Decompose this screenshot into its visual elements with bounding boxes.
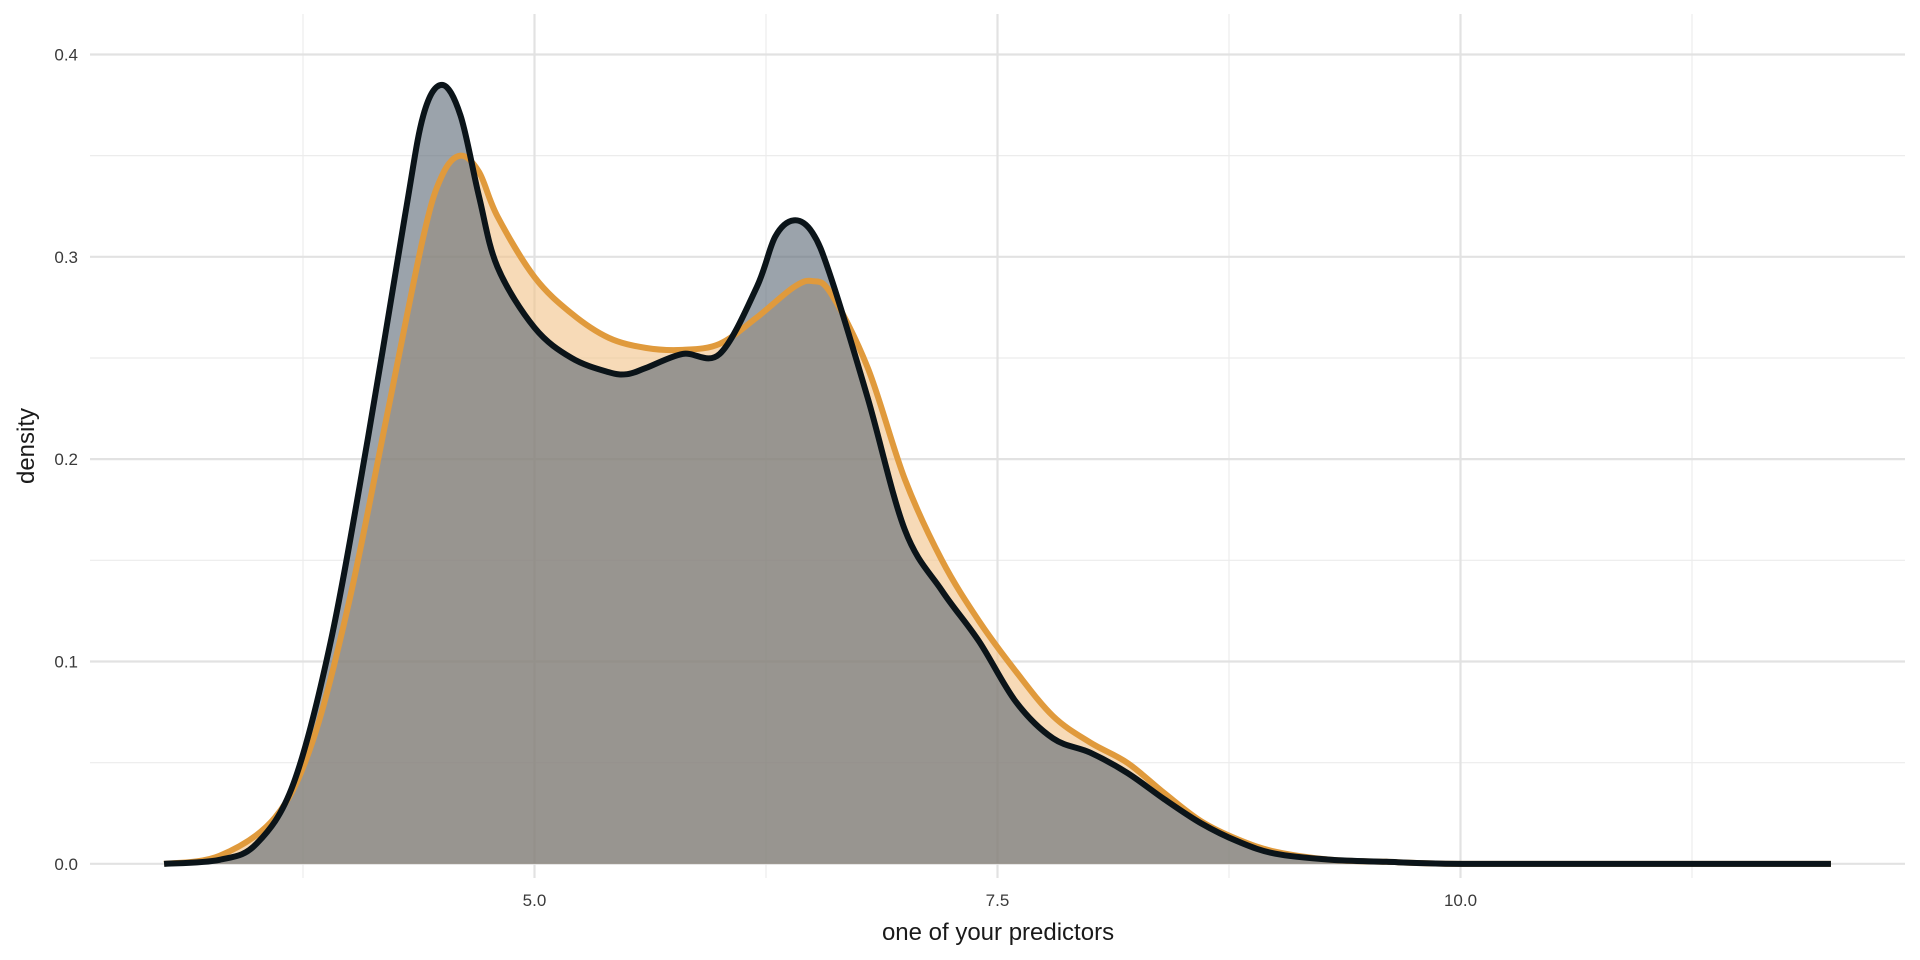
density-area-2 (164, 84, 1831, 864)
series-layer (163, 81, 1831, 867)
y-tick-label: 0.3 (54, 248, 78, 267)
x-tick-label: 7.5 (986, 891, 1010, 910)
y-tick-label: 0.1 (54, 652, 78, 671)
ticks-layer: 5.0 7.5 10.0 0.0 0.1 0.2 0.3 0.4 (54, 45, 1477, 910)
y-axis-title: density (13, 408, 40, 484)
x-tick-label: 10.0 (1444, 891, 1477, 910)
y-tick-label: 0.2 (54, 450, 78, 469)
density-line-2 (163, 81, 1831, 867)
x-tick-label: 5.0 (523, 891, 547, 910)
x-axis-title: one of your predictors (882, 919, 1114, 946)
y-tick-label: 0.4 (54, 45, 78, 64)
y-tick-label: 0.0 (54, 855, 78, 874)
